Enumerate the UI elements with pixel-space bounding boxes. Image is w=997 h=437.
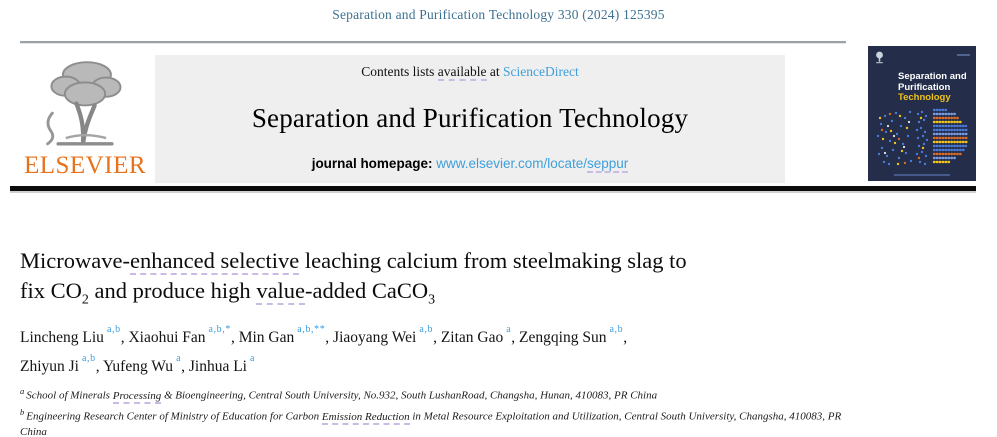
elsevier-wordmark: ELSEVIER xyxy=(23,152,147,179)
affiliations: a School of Minerals Processing & Bioengi… xyxy=(20,384,856,437)
author-affiliation-link[interactable]: a,b,* xyxy=(208,323,231,335)
cover-elsevier-mini-logo-icon xyxy=(876,51,883,64)
author: Zitan Gaoa, xyxy=(440,323,520,347)
journal-cover-thumbnail[interactable]: Separation and Purification Technology xyxy=(868,46,976,181)
author: Lincheng Liua,b, xyxy=(20,323,129,347)
homepage-label: journal homepage: xyxy=(311,156,437,171)
article-title-line2: fix CO2 and produce high value-added CaC… xyxy=(20,278,436,308)
cover-title-line3: Technology xyxy=(898,92,951,103)
affiliation-b: b Engineering Research Center of Ministry… xyxy=(20,407,842,437)
author-affiliation-link[interactable]: a xyxy=(249,352,256,364)
contents-line-marked-word: available xyxy=(437,64,487,81)
cover-dot-brain-art xyxy=(876,108,970,166)
section-divider xyxy=(10,186,976,193)
author: Zengqing Suna,b, xyxy=(519,323,628,347)
cover-volume-text xyxy=(957,54,970,56)
homepage-url-marked: seppur xyxy=(587,156,629,173)
top-divider xyxy=(20,41,846,44)
author-affiliation-link[interactable]: a,b xyxy=(82,352,96,364)
affiliation-a: a School of Minerals Processing & Bioengi… xyxy=(20,386,658,404)
journal-citation: Separation and Purification Technology 3… xyxy=(332,7,665,22)
journal-masthead-title: Separation and Purification Technology xyxy=(251,102,689,133)
author-list: Lincheng Liua,b, Xiaohui Fana,b,*, Min G… xyxy=(20,321,970,379)
sciencedirect-link[interactable]: ScienceDirect xyxy=(503,64,579,79)
cover-journal-title: Separation and Purification Technology xyxy=(898,71,967,104)
author-affiliation-link[interactable]: a,b xyxy=(106,323,121,335)
elsevier-logo-link[interactable]: ELSEVIER xyxy=(18,55,152,183)
author-affiliation-link[interactable]: a,b xyxy=(609,323,624,335)
cover-title-line2: Purification xyxy=(898,81,951,93)
author-affiliation-link[interactable]: a xyxy=(506,323,512,335)
homepage-line: journal homepage: www.elsevier.com/locat… xyxy=(155,156,785,173)
author: Min Gana,b,**, xyxy=(238,323,334,347)
article-title: Microwave-enhanced selective leaching ca… xyxy=(20,246,970,316)
journal-homepage-link[interactable]: www.elsevier.com/locate/seppur xyxy=(436,156,629,173)
homepage-url: www.elsevier.com/locate/ xyxy=(436,156,588,171)
author: Zhiyun Jia,b, xyxy=(20,352,103,376)
contents-line-text2: at xyxy=(486,64,504,79)
contents-line-text: Contents lists xyxy=(361,64,438,79)
contents-line: Contents lists available at ScienceDirec… xyxy=(155,64,785,81)
author-affiliation-link[interactable]: a,b xyxy=(419,323,434,335)
author: Jiaoyang Weia,b, xyxy=(333,323,441,347)
cover-footer-text xyxy=(894,174,950,176)
author-affiliation-link[interactable]: a,b,** xyxy=(297,323,326,335)
article-title-line1: Microwave-enhanced selective leaching ca… xyxy=(20,248,687,275)
author: Jinhua Lia xyxy=(188,352,256,376)
author: Yufeng Wua, xyxy=(102,352,189,376)
author-affiliation-link[interactable]: a xyxy=(176,352,182,364)
elsevier-tree-icon xyxy=(46,61,122,146)
author: Xiaohui Fana,b,*, xyxy=(128,323,239,347)
cover-title-line1: Separation and xyxy=(898,71,967,82)
masthead-box: Contents lists available at ScienceDirec… xyxy=(155,55,785,183)
